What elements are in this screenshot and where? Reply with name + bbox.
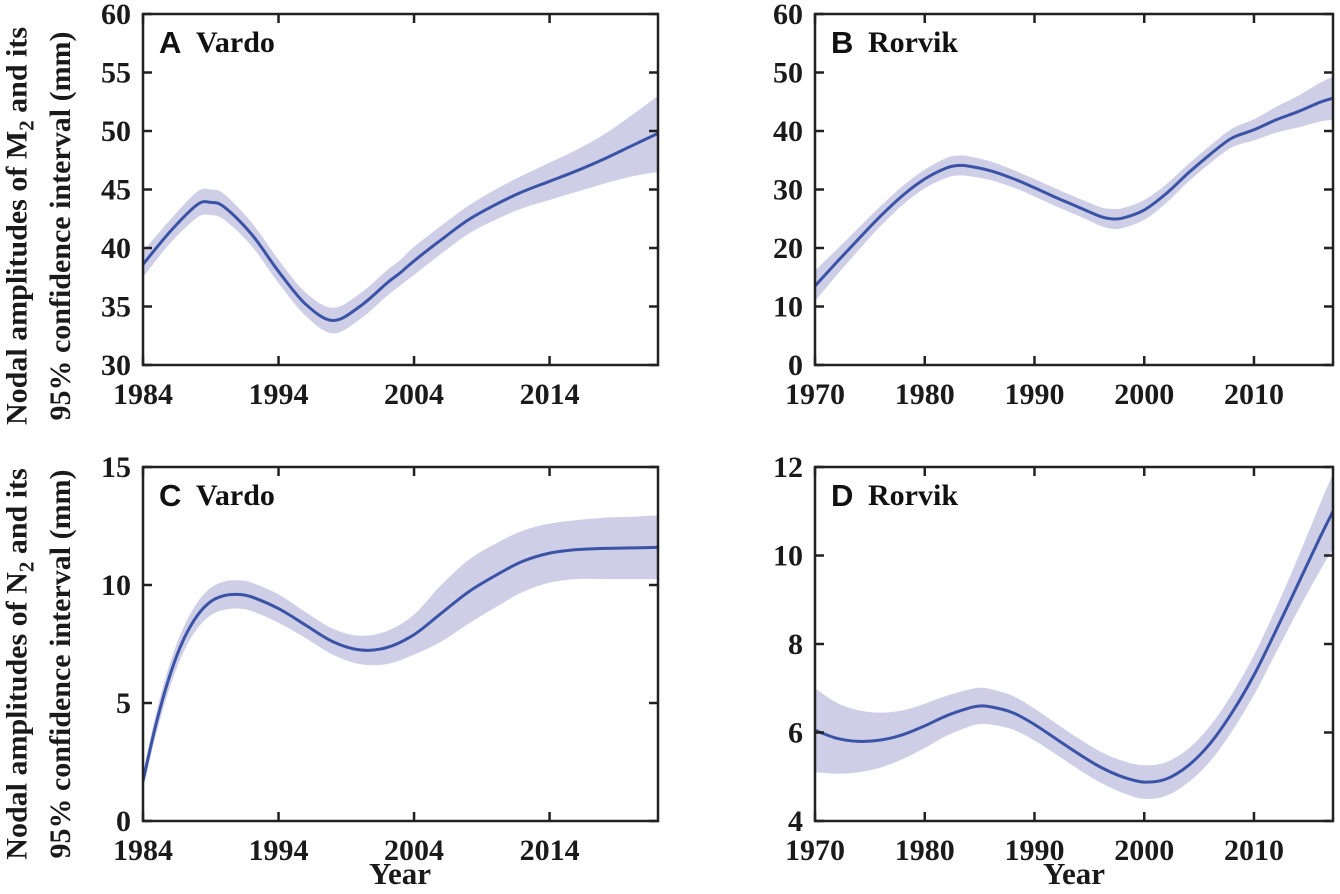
y-tick-label: 10 bbox=[101, 569, 131, 602]
x-tick-label: 1994 bbox=[249, 834, 309, 867]
x-tick-label: 2014 bbox=[520, 834, 580, 867]
y-axis-label-text: and its bbox=[0, 468, 34, 562]
x-tick-label: 2010 bbox=[1224, 378, 1284, 411]
confidence-band-A bbox=[143, 95, 658, 334]
panel-d-station: Rorvik bbox=[868, 479, 958, 512]
x-tick-label: 1994 bbox=[249, 378, 309, 411]
n2-subscript: 2 bbox=[14, 561, 39, 573]
x-tick-label: 2010 bbox=[1224, 834, 1284, 867]
x-axis-title-left: Year bbox=[369, 856, 431, 891]
y-tick-label: 60 bbox=[101, 0, 131, 31]
x-tick-label: 1970 bbox=[785, 378, 845, 411]
axes-box-B bbox=[813, 12, 1335, 367]
amplitude-curve-C bbox=[143, 545, 658, 782]
axes-box-D bbox=[813, 465, 1335, 823]
y-tick-label: 10 bbox=[773, 540, 803, 573]
panel-d-letter: D bbox=[831, 478, 854, 513]
x-tick-label: 2000 bbox=[1114, 834, 1174, 867]
amplitude-curve-A bbox=[143, 131, 658, 322]
x-tick-label: 1984 bbox=[113, 834, 173, 867]
amplitude-curve-D bbox=[815, 510, 1333, 784]
axes-box-A bbox=[141, 12, 660, 367]
x-tick-label: 1990 bbox=[1004, 834, 1064, 867]
y-tick-label: 15 bbox=[101, 451, 131, 484]
y-tick-label: 40 bbox=[101, 232, 131, 265]
confidence-band-B bbox=[815, 76, 1333, 302]
panel-a-station: Vardo bbox=[196, 26, 275, 59]
y-tick-label: 20 bbox=[773, 232, 803, 265]
y-tick-label: 40 bbox=[773, 115, 803, 148]
y-tick-label: 0 bbox=[788, 349, 803, 382]
x-tick-label: 2004 bbox=[384, 834, 444, 867]
x-tick-label: 1984 bbox=[113, 378, 173, 411]
y-axis-label-top-line1: Nodal amplitudes of M2 and its bbox=[0, 26, 39, 426]
panel-b-station: Rorvik bbox=[868, 26, 958, 59]
x-tick-label: 1980 bbox=[895, 834, 955, 867]
x-tick-label: 1980 bbox=[895, 378, 955, 411]
x-tick-label: 2000 bbox=[1114, 378, 1174, 411]
panel-a-letter: A bbox=[159, 25, 182, 60]
y-tick-label: 35 bbox=[101, 291, 131, 324]
panel-c-station: Vardo bbox=[196, 479, 275, 512]
y-tick-label: 6 bbox=[788, 717, 803, 750]
y-tick-label: 30 bbox=[101, 349, 131, 382]
y-tick-label: 50 bbox=[773, 57, 803, 90]
y-axis-label-bottom-line1: Nodal amplitudes of N2 and its bbox=[0, 468, 39, 860]
y-tick-label: 50 bbox=[101, 115, 131, 148]
y-axis-label-text: Nodal amplitudes of M bbox=[0, 130, 34, 426]
x-tick-label: 2014 bbox=[520, 378, 580, 411]
y-tick-label: 8 bbox=[788, 628, 803, 661]
x-tick-label: 1990 bbox=[1004, 378, 1064, 411]
y-tick-label: 5 bbox=[116, 687, 131, 720]
confidence-band-C bbox=[143, 515, 658, 790]
x-tick-label: 2004 bbox=[384, 378, 444, 411]
x-tick-label: 1970 bbox=[785, 834, 845, 867]
y-tick-label: 30 bbox=[773, 174, 803, 207]
y-axis-label-text: and its bbox=[0, 26, 34, 121]
m2-subscript: 2 bbox=[14, 120, 39, 131]
y-tick-label: 0 bbox=[116, 805, 131, 838]
y-axis-label-top-line2: 95% confidence interval (mm) bbox=[44, 31, 77, 421]
y-tick-label: 55 bbox=[101, 57, 131, 90]
panel-b-letter: B bbox=[831, 25, 854, 60]
y-axis-label-bottom-line2: 95% confidence interval (mm) bbox=[44, 469, 77, 859]
y-axis-label-text: Nodal amplitudes of N bbox=[0, 572, 34, 860]
amplitude-curve-B bbox=[815, 96, 1333, 288]
y-tick-label: 60 bbox=[773, 0, 803, 31]
x-axis-title-right: Year bbox=[1043, 856, 1105, 891]
y-tick-label: 10 bbox=[773, 291, 803, 324]
y-tick-label: 12 bbox=[773, 451, 803, 484]
y-tick-label: 4 bbox=[788, 805, 803, 838]
panel-c-letter: C bbox=[159, 478, 182, 513]
y-tick-label: 45 bbox=[101, 174, 131, 207]
axes-box-C bbox=[141, 465, 660, 823]
